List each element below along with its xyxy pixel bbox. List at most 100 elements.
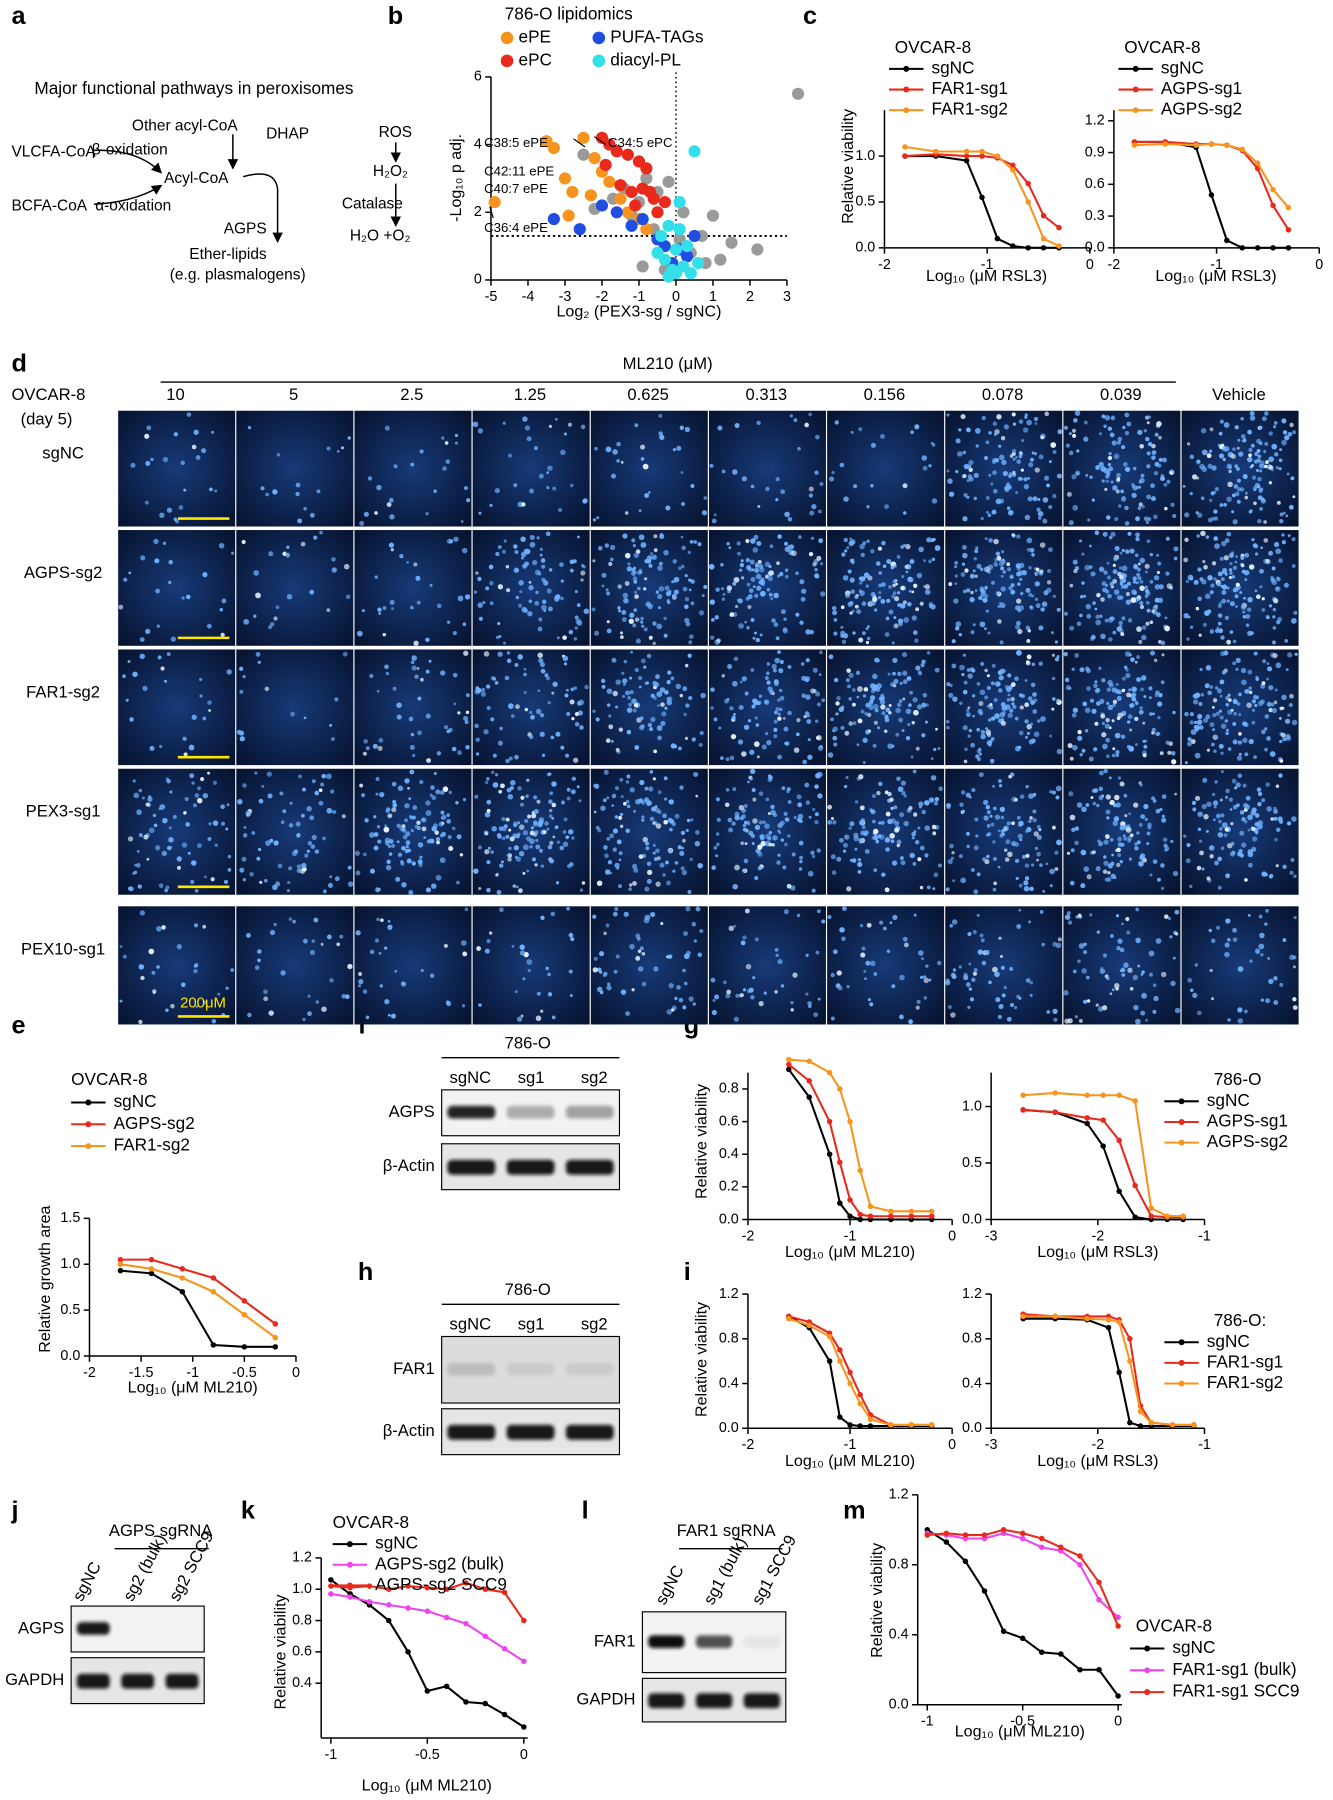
micrograph-bg xyxy=(118,530,235,646)
nucleus xyxy=(1118,437,1123,442)
nucleus xyxy=(395,877,400,882)
micrograph xyxy=(709,769,826,895)
nucleus xyxy=(221,822,225,826)
nucleus xyxy=(523,844,529,850)
nucleus xyxy=(1221,590,1226,595)
nucleus xyxy=(654,548,658,552)
nucleus xyxy=(489,504,492,507)
nucleus xyxy=(1116,754,1119,757)
nucleus xyxy=(871,443,876,448)
nucleus xyxy=(1026,538,1032,544)
nucleus xyxy=(986,441,990,445)
lane-label: sg1 xyxy=(518,1068,545,1087)
nucleus xyxy=(715,615,719,619)
nucleus xyxy=(813,668,818,673)
nucleus xyxy=(1117,853,1121,857)
nucleus xyxy=(854,848,857,851)
nucleus xyxy=(1219,614,1222,617)
nucleus xyxy=(664,634,667,637)
nucleus xyxy=(542,754,545,757)
nucleus xyxy=(739,569,742,572)
series-line xyxy=(905,154,1059,227)
nucleus xyxy=(1197,596,1202,601)
nucleus xyxy=(678,566,682,570)
nucleus xyxy=(1122,549,1125,552)
nucleus xyxy=(1278,773,1282,777)
nucleus xyxy=(992,664,996,668)
nucleus xyxy=(1220,557,1224,561)
diagram-text: Acyl-CoA xyxy=(164,170,229,187)
nucleus xyxy=(1241,434,1246,439)
nucleus xyxy=(1269,604,1272,607)
y-tick-label: 0.8 xyxy=(719,1331,739,1347)
nucleus xyxy=(162,818,168,824)
nucleus xyxy=(908,1019,913,1024)
nucleus xyxy=(1082,749,1086,753)
nucleus xyxy=(332,567,337,572)
nucleus xyxy=(563,841,569,847)
nucleus xyxy=(1192,474,1197,479)
point xyxy=(180,1275,186,1281)
nucleus xyxy=(966,479,969,482)
nucleus xyxy=(928,560,932,564)
nucleus xyxy=(864,830,869,835)
nucleus xyxy=(1103,953,1107,957)
nucleus xyxy=(169,791,172,794)
nucleus xyxy=(760,634,763,637)
nucleus xyxy=(870,961,876,967)
nucleus xyxy=(635,799,641,805)
nucleus xyxy=(162,851,167,856)
nucleus xyxy=(1261,999,1264,1002)
nucleus xyxy=(1100,466,1106,472)
nucleus xyxy=(999,602,1002,605)
nucleus xyxy=(1139,862,1143,866)
nucleus xyxy=(886,599,890,603)
nucleus xyxy=(525,708,528,711)
nucleus xyxy=(524,691,527,694)
nucleus xyxy=(565,694,569,698)
nucleus xyxy=(519,824,525,830)
nucleus xyxy=(681,502,685,506)
nucleus xyxy=(773,593,779,599)
nucleus xyxy=(184,752,188,756)
nucleus xyxy=(1107,594,1112,599)
nucleus xyxy=(639,725,644,730)
nucleus xyxy=(527,815,531,819)
nucleus xyxy=(634,594,639,599)
nucleus xyxy=(358,972,362,976)
nucleus xyxy=(485,586,489,590)
nucleus xyxy=(866,505,869,508)
nucleus xyxy=(772,835,778,841)
nucleus xyxy=(998,718,1003,723)
nucleus xyxy=(1220,651,1225,656)
nucleus xyxy=(481,692,486,697)
nucleus xyxy=(592,559,595,562)
nucleus xyxy=(897,555,901,559)
nucleus xyxy=(1002,705,1008,711)
nucleus xyxy=(1279,458,1283,462)
nucleus xyxy=(159,883,164,888)
nucleus xyxy=(273,616,277,620)
nucleus xyxy=(806,954,809,957)
nucleus xyxy=(1287,652,1292,657)
point xyxy=(463,1621,469,1627)
nucleus xyxy=(785,741,789,745)
nucleus xyxy=(1194,721,1197,724)
nucleus xyxy=(649,727,653,731)
nucleus xyxy=(1004,848,1007,851)
series-line xyxy=(1023,1110,1183,1217)
nucleus xyxy=(923,975,926,978)
nucleus xyxy=(197,843,202,848)
point xyxy=(1180,1213,1186,1219)
nucleus xyxy=(1227,599,1230,602)
nucleus xyxy=(1041,943,1045,947)
nucleus xyxy=(564,817,568,821)
micrograph xyxy=(827,769,944,895)
nucleus xyxy=(571,789,576,794)
nucleus xyxy=(1157,561,1161,565)
nucleus xyxy=(1009,967,1013,971)
nucleus xyxy=(1218,604,1222,608)
nucleus xyxy=(660,533,663,536)
nucleus xyxy=(168,581,171,584)
nucleus xyxy=(619,851,623,855)
